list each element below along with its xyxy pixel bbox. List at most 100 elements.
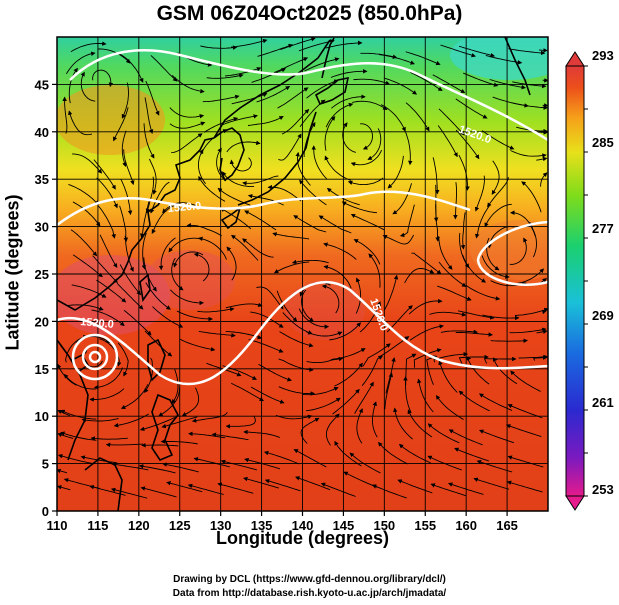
streamline xyxy=(80,71,96,102)
colorbar-label-293: 293 xyxy=(592,48,614,63)
streamline xyxy=(187,483,224,495)
warm-patch-east xyxy=(285,280,365,340)
streamline xyxy=(119,264,142,296)
streamline xyxy=(92,255,118,284)
streamline xyxy=(124,235,134,272)
japan-kyushu xyxy=(220,205,242,230)
contour-north xyxy=(69,49,548,142)
streamline xyxy=(341,201,378,214)
streamline xyxy=(474,175,485,212)
x-tick-label: 135 xyxy=(251,518,273,533)
streamline xyxy=(521,181,542,213)
streamline xyxy=(247,115,284,126)
streamline xyxy=(72,201,101,227)
streamline xyxy=(539,48,548,53)
x-tick-label: 130 xyxy=(210,518,232,533)
streamline xyxy=(158,387,181,417)
colorbar-bottom-arrow xyxy=(565,495,585,511)
streamline xyxy=(62,96,68,134)
streamline xyxy=(321,284,340,314)
streamline xyxy=(99,338,122,367)
streamline xyxy=(299,99,326,127)
streamline xyxy=(416,378,434,413)
y-tick-label: 20 xyxy=(35,314,49,329)
y-tick-label: 15 xyxy=(35,362,49,377)
streamline xyxy=(243,429,280,439)
streamline xyxy=(299,179,327,206)
streamline xyxy=(478,429,515,444)
streamline xyxy=(60,409,97,420)
streamline xyxy=(306,397,341,412)
streamline xyxy=(405,102,430,132)
streamline xyxy=(221,114,258,126)
streamline xyxy=(244,457,281,470)
streamline xyxy=(281,108,310,135)
streamline xyxy=(491,160,500,195)
streamline xyxy=(410,71,443,91)
x-tick-label: 155 xyxy=(414,518,436,533)
streamline xyxy=(171,74,205,94)
streamline xyxy=(60,431,97,441)
colorbar-label-261: 261 xyxy=(592,395,614,410)
streamline xyxy=(119,53,144,83)
streamline xyxy=(300,417,320,444)
streamline xyxy=(200,45,238,50)
streamline xyxy=(277,87,309,109)
colorbar-label-285: 285 xyxy=(592,135,614,150)
x-tick-label: 150 xyxy=(373,518,395,533)
streamline xyxy=(330,69,368,78)
streamline xyxy=(171,257,184,291)
streamline xyxy=(302,387,339,396)
x-tick-label: 125 xyxy=(169,518,191,533)
streamline xyxy=(97,48,131,64)
streamline xyxy=(506,480,543,493)
x-tick-label: 145 xyxy=(333,518,355,533)
streamline xyxy=(202,94,240,103)
streamline xyxy=(231,382,264,402)
streamline xyxy=(403,128,413,166)
streamline xyxy=(509,327,547,334)
streamline xyxy=(116,282,144,310)
streamline xyxy=(193,252,210,282)
streamline xyxy=(89,484,126,496)
streamline xyxy=(263,450,300,465)
taiwan xyxy=(139,273,151,303)
streamline xyxy=(71,284,107,298)
streamline xyxy=(398,443,431,464)
streamline xyxy=(437,285,472,301)
streamline xyxy=(160,439,198,445)
streamline xyxy=(242,175,279,186)
streamline xyxy=(427,455,463,471)
streamline xyxy=(57,468,68,474)
streamline xyxy=(352,100,388,111)
streamline xyxy=(57,454,95,465)
streamline xyxy=(148,158,157,195)
streamline xyxy=(248,339,284,353)
streamline xyxy=(326,187,360,206)
streamline xyxy=(169,121,206,129)
streamline xyxy=(540,172,548,187)
streamline xyxy=(68,67,78,104)
streamline xyxy=(191,412,228,423)
streamline xyxy=(70,229,98,257)
streamline xyxy=(458,45,496,58)
streamline xyxy=(68,183,99,206)
streamline xyxy=(432,74,466,94)
lat-lon-grid xyxy=(57,37,548,511)
streamline xyxy=(462,254,487,283)
streamline xyxy=(509,237,528,265)
streamline xyxy=(455,332,493,337)
streamline xyxy=(440,44,476,58)
x-tick-label: 120 xyxy=(128,518,150,533)
russia-coast xyxy=(213,39,331,139)
streamline xyxy=(324,116,336,151)
streamline xyxy=(382,234,414,245)
streamline xyxy=(304,57,340,72)
streamline xyxy=(144,330,173,357)
streamline xyxy=(404,268,435,284)
streamline xyxy=(198,175,226,202)
streamline xyxy=(303,122,316,158)
streamline xyxy=(275,414,313,420)
streamline xyxy=(250,386,285,404)
